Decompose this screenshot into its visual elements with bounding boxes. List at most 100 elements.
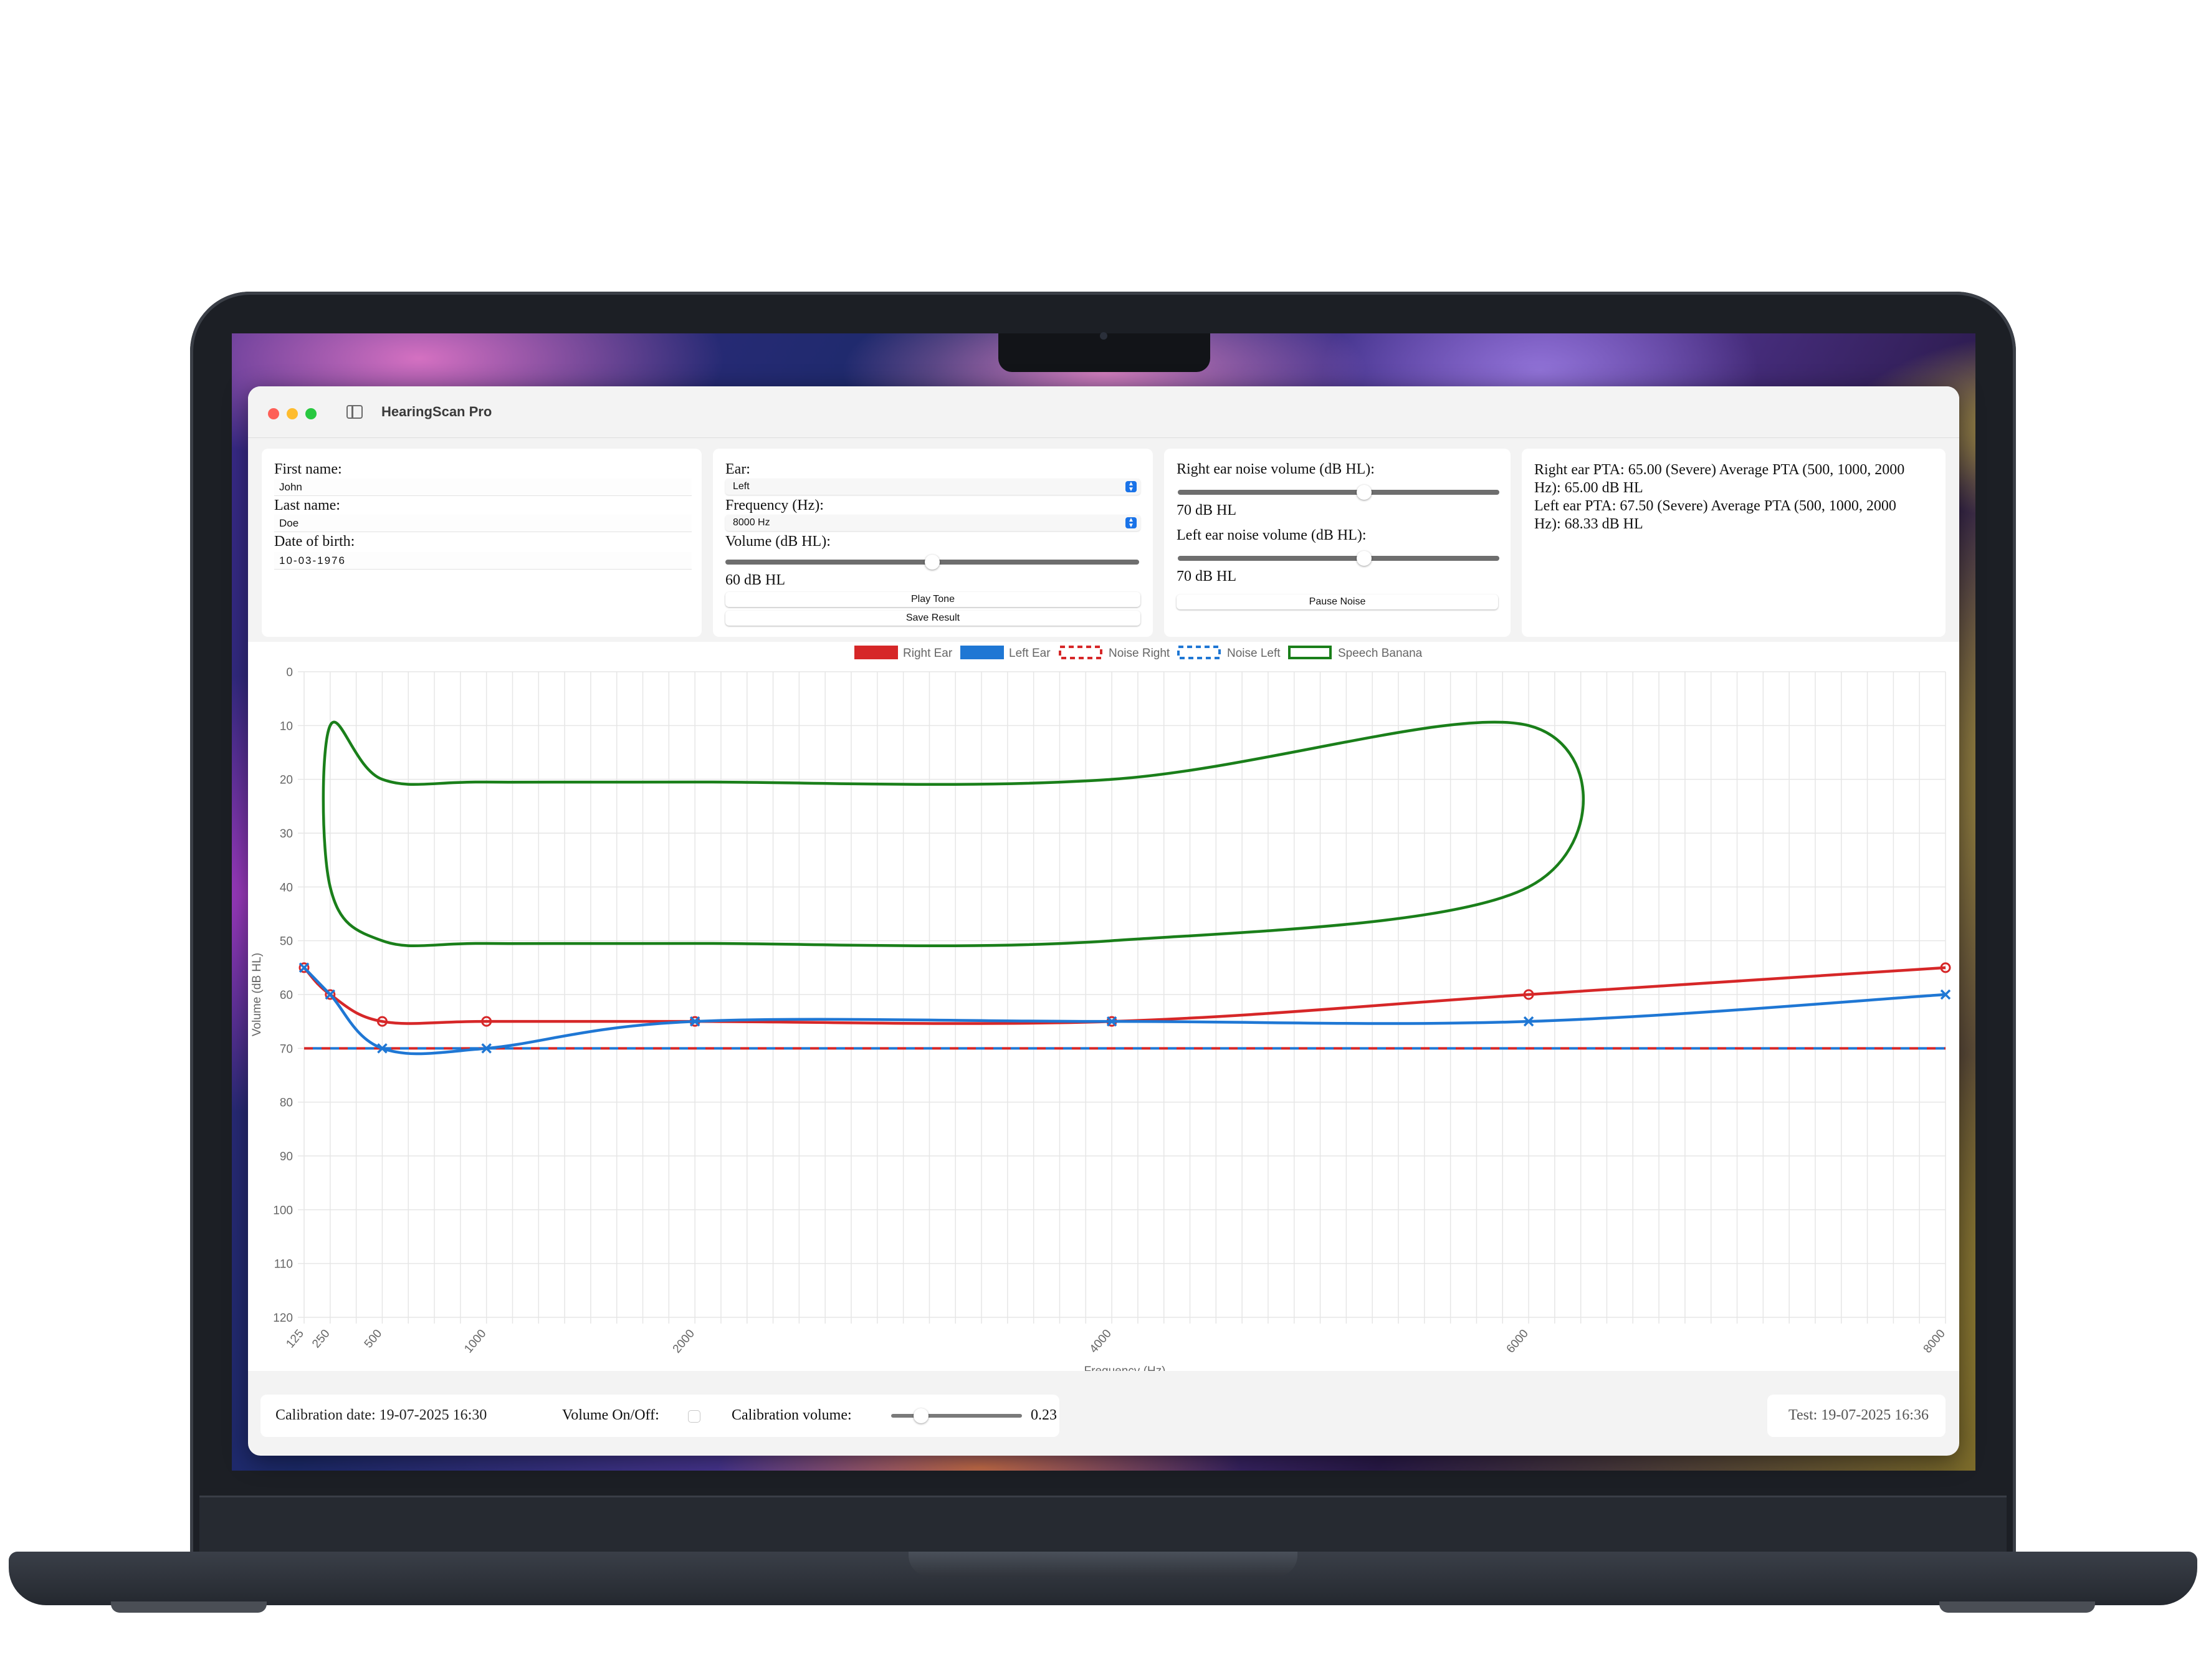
- y-axis-label: Volume (dB HL): [251, 953, 264, 1036]
- calibration-date: Calibration date: 19-07-2025 16:30: [275, 1407, 487, 1423]
- left-ear-point: [1940, 989, 1951, 1000]
- y-tick-label: 110: [274, 1258, 293, 1271]
- noise-panel: Right ear noise volume (dB HL): 70 dB HL…: [1164, 449, 1511, 637]
- legend-label-right-ear: Right Ear: [903, 647, 953, 660]
- calibration-volume-label: Calibration volume:: [732, 1407, 852, 1423]
- right-noise-label: Right ear noise volume (dB HL):: [1177, 461, 1375, 477]
- right-noise-slider-knob[interactable]: [1357, 485, 1372, 500]
- ear-select-value: Left: [733, 481, 750, 492]
- dob-field[interactable]: 10-03-1976: [274, 552, 692, 570]
- legend-label-left-ear: Left Ear: [1009, 647, 1051, 660]
- x-tick-label: 125: [284, 1327, 306, 1351]
- x-tick-label: 250: [310, 1327, 332, 1351]
- right-ear-point: [1940, 962, 1951, 973]
- legend-label-noise-right: Noise Right: [1109, 647, 1170, 660]
- y-tick-label: 30: [280, 828, 293, 841]
- x-tick-label: 2000: [671, 1327, 697, 1356]
- calibration-volume-slider[interactable]: [891, 1408, 1022, 1423]
- audiogram-chart: 0 10 20 30 40 50 60 70 80 90 100 110 120 125 250 500 100…: [251, 646, 1951, 1371]
- audiogram-chart-area: 0 10 20 30 40 50 60 70 80 90 100 110 120 125 250 500 100…: [248, 642, 1959, 1371]
- left-noise-value: 70 dB HL: [1177, 568, 1236, 585]
- ear-label: Ear:: [725, 461, 750, 477]
- save-result-button[interactable]: Save Result: [725, 611, 1140, 626]
- minimize-window-icon[interactable]: [287, 408, 298, 419]
- right-ear-point: [376, 1016, 388, 1027]
- first-name-label: First name:: [274, 461, 342, 477]
- left-ear-point: [689, 1016, 700, 1027]
- laptop-foot-left: [111, 1601, 267, 1613]
- calibration-volume-value: 0.23: [1031, 1407, 1057, 1423]
- legend-swatch-speech-banana: [1288, 646, 1332, 659]
- test-timestamp: Test: 19-07-2025 16:36: [1788, 1407, 1929, 1423]
- x-tick-label: 8000: [1921, 1327, 1948, 1356]
- left-ear-point: [1523, 1016, 1534, 1027]
- x-tick-label: 500: [362, 1327, 384, 1351]
- x-tick-label: 6000: [1504, 1327, 1531, 1356]
- last-name-field[interactable]: Doe: [274, 515, 692, 532]
- y-tick-label: 50: [280, 935, 293, 948]
- laptop-chin: [199, 1496, 2007, 1555]
- right-noise-slider[interactable]: [1178, 485, 1499, 500]
- left-ear-point: [1106, 1016, 1117, 1027]
- left-ear-pta-line-1: Left ear PTA: 67.50 (Severe) Average PTA…: [1534, 498, 1896, 514]
- close-window-icon[interactable]: [268, 408, 279, 419]
- app-title: HearingScan Pro: [381, 404, 492, 419]
- legend-swatch-noise-left: [1177, 646, 1221, 659]
- frequency-select-value: 8000 Hz: [733, 517, 770, 528]
- sidebar-toggle-icon[interactable]: [346, 405, 363, 419]
- left-ear-pta: Left ear PTA: 67.50 (Severe) Average PTA…: [1534, 497, 1933, 533]
- play-tone-button[interactable]: Play Tone: [725, 592, 1140, 607]
- volume-label: Volume (dB HL):: [725, 533, 831, 550]
- x-tick-label: 1000: [462, 1327, 489, 1356]
- volume-slider-knob[interactable]: [925, 555, 940, 570]
- calibration-bar: Calibration date: 19-07-2025 16:30 Volum…: [260, 1395, 1059, 1437]
- left-noise-slider-knob[interactable]: [1357, 551, 1372, 566]
- left-noise-slider[interactable]: [1178, 551, 1499, 566]
- y-tick-label: 90: [280, 1150, 293, 1163]
- title-bar: HearingScan Pro: [248, 386, 1959, 438]
- camera-icon: [1100, 332, 1107, 340]
- frequency-label: Frequency (Hz):: [725, 497, 824, 513]
- legend-swatch-left-ear: [960, 646, 1004, 659]
- y-tick-label: 0: [286, 666, 293, 679]
- volume-slider[interactable]: [725, 555, 1139, 570]
- y-tick-label: 10: [280, 720, 293, 733]
- y-tick-label: 60: [280, 989, 293, 1002]
- calibration-volume-knob[interactable]: [914, 1408, 929, 1423]
- left-ear-pta-line-2: Hz): 68.33 dB HL: [1534, 516, 1643, 532]
- x-axis-label: Frequency (Hz): [1084, 1365, 1166, 1371]
- y-tick-label: 120: [273, 1312, 293, 1325]
- right-ear-point: [325, 989, 336, 1000]
- patient-panel: First name: John Last name: Doe Date of …: [262, 449, 702, 637]
- x-tick-label: 4000: [1087, 1327, 1114, 1356]
- zoom-window-icon[interactable]: [305, 408, 317, 419]
- y-tick-label: 20: [280, 774, 293, 787]
- right-ear-pta: Right ear PTA: 65.00 (Severe) Average PT…: [1534, 461, 1933, 497]
- volume-toggle-checkbox[interactable]: [688, 1410, 700, 1423]
- left-ear-point: [325, 989, 336, 1000]
- speech-banana-line: [322, 720, 1585, 948]
- legend-label-noise-left: Noise Left: [1227, 647, 1281, 660]
- left-ear-point: [481, 1043, 492, 1054]
- y-tick-label: 100: [273, 1204, 293, 1217]
- last-name-label: Last name:: [274, 497, 340, 513]
- right-noise-value: 70 dB HL: [1177, 502, 1236, 518]
- legend-label-speech-banana: Speech Banana: [1338, 647, 1423, 660]
- pause-noise-button[interactable]: Pause Noise: [1177, 594, 1498, 609]
- right-ear-pta-line-2: Hz): 65.00 dB HL: [1534, 480, 1643, 496]
- left-ear-line: [303, 966, 1946, 1056]
- laptop-foot-right: [1939, 1601, 2095, 1613]
- left-ear-point: [377, 1043, 388, 1054]
- test-timestamp-box: Test: 19-07-2025 16:36: [1767, 1395, 1946, 1437]
- right-ear-pta-line-1: Right ear PTA: 65.00 (Severe) Average PT…: [1534, 462, 1905, 478]
- first-name-field[interactable]: John: [274, 479, 692, 496]
- frequency-select[interactable]: 8000 Hz ▲ ▼: [725, 515, 1140, 531]
- laptop-base-notch: [909, 1552, 1297, 1577]
- test-controls-panel: Ear: Left ▲ ▼ Frequency (Hz): 8000 Hz ▲ ▼ …: [713, 449, 1153, 637]
- camera-notch: [998, 333, 1210, 372]
- right-ear-point: [481, 1016, 492, 1027]
- left-noise-label: Left ear noise volume (dB HL):: [1177, 527, 1367, 543]
- right-ear-point: [1523, 989, 1534, 1000]
- volume-value: 60 dB HL: [725, 572, 785, 588]
- ear-select[interactable]: Left ▲ ▼: [725, 479, 1140, 495]
